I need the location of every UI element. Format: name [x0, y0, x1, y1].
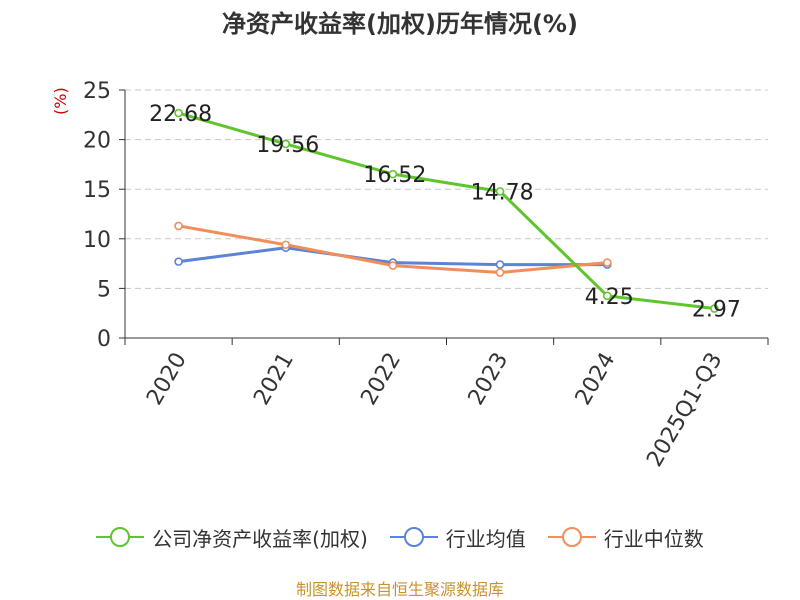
y-tick-label: 15 [83, 178, 111, 203]
legend: 公司净资产收益率(加权) 行业均值 行业中位数 [0, 520, 800, 554]
y-tick-label: 5 [97, 277, 111, 302]
legend-marker-green [96, 527, 145, 547]
y-tick-label: 0 [97, 327, 111, 352]
legend-label: 行业中位数 [603, 526, 704, 551]
legend-marker-blue [389, 527, 438, 547]
data-point [174, 108, 183, 118]
series-lines [174, 108, 719, 313]
legend-label: 行业均值 [445, 526, 526, 551]
data-label: 16.52 [363, 163, 426, 188]
data-label: 22.68 [149, 102, 212, 127]
chart-title: 净资产收益率(加权)历年情况(%) [222, 10, 578, 38]
data-point [602, 258, 612, 267]
data-labels: 22.68 19.56 16.52 14.78 4.25 2.97 [149, 102, 741, 323]
x-tick-label: 2020 [142, 349, 192, 410]
data-point [710, 304, 719, 313]
data-label: 2.97 [692, 298, 741, 323]
data-point [495, 268, 505, 277]
data-label: 14.78 [471, 180, 534, 205]
data-point [281, 240, 291, 250]
x-tick-label: 2023 [464, 349, 514, 410]
data-point [281, 139, 291, 149]
data-point [174, 221, 183, 231]
series-line [178, 111, 715, 311]
grid-lines [125, 89, 768, 289]
data-point [495, 187, 505, 196]
legend-item-industry-median[interactable]: 行业中位数 [547, 523, 704, 552]
x-tick-label: 2025Q1-Q3 [642, 349, 727, 472]
legend-label: 公司净资产收益率(加权) [152, 526, 368, 551]
x-tick-label: 2022 [356, 349, 406, 410]
data-point [174, 257, 183, 266]
x-tick-label: 2024 [571, 349, 621, 410]
data-point [388, 169, 398, 179]
y-tick-label: 10 [83, 228, 111, 253]
legend-item-company-roe[interactable]: 公司净资产收益率(加权) [96, 523, 368, 552]
y-tick-label: 20 [83, 129, 111, 154]
data-point [495, 260, 505, 269]
legend-marker-orange [547, 527, 596, 547]
data-source-note: 制图数据来自恒生聚源数据库 [295, 580, 504, 599]
y-tick-label: 25 [83, 79, 111, 104]
data-label: 19.56 [256, 133, 319, 158]
data-point [388, 261, 398, 270]
legend-item-industry-mean[interactable]: 行业均值 [389, 523, 526, 552]
axes: 0 5 10 15 20 25 2020 2021 2022 2023 2024 2025Q1-Q3 [83, 79, 769, 472]
x-tick-label: 2021 [249, 349, 299, 410]
data-label: 4.25 [585, 285, 634, 310]
data-point [602, 291, 612, 301]
